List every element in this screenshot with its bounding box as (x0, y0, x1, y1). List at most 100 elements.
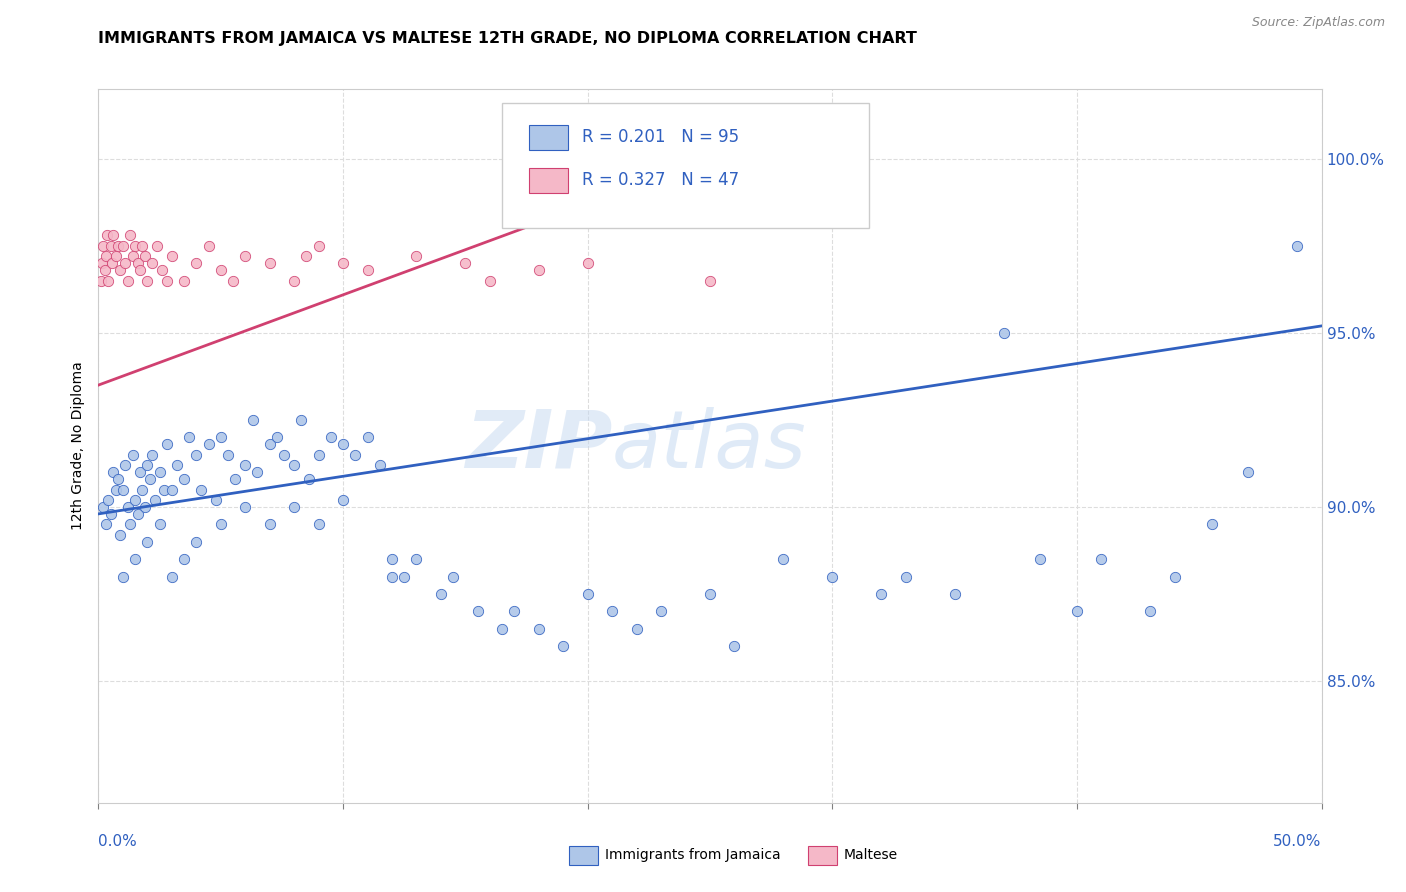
Point (242, 413, 264, 427)
Text: IMMIGRANTS FROM JAMAICA VS MALTESE 12TH GRADE, NO DIPLOMA CORRELATION CHART: IMMIGRANTS FROM JAMAICA VS MALTESE 12TH … (98, 31, 917, 46)
Point (259, 437, 281, 451)
Point (134, 500, 156, 514)
Point (503, 604, 526, 618)
Point (821, 569, 844, 583)
Point (723, 639, 745, 653)
Point (136, 274, 159, 288)
Point (120, 228, 142, 243)
Point (943, 587, 966, 601)
Point (527, 622, 550, 636)
Point (298, 472, 321, 486)
Point (107, 239, 129, 253)
Point (600, 604, 623, 618)
Point (136, 458, 159, 472)
Point (1201, 517, 1223, 532)
Point (90, 274, 112, 288)
Point (91, 256, 114, 270)
Point (110, 528, 132, 542)
Point (441, 569, 464, 583)
Point (186, 448, 208, 462)
Point (101, 465, 124, 479)
Point (224, 472, 246, 486)
Point (699, 274, 721, 288)
Point (233, 458, 256, 472)
Point (1286, 239, 1309, 253)
Point (356, 263, 378, 277)
Text: R = 0.327   N = 47: R = 0.327 N = 47 (582, 171, 738, 189)
Point (491, 622, 513, 636)
Point (190, 483, 212, 497)
Point (332, 256, 354, 270)
Point (308, 448, 330, 462)
Point (993, 326, 1015, 340)
Point (141, 256, 163, 270)
Point (97, 274, 120, 288)
Point (381, 552, 404, 566)
Point (233, 249, 256, 263)
Point (467, 604, 489, 618)
Point (150, 263, 173, 277)
Point (1139, 604, 1161, 618)
Point (553, 639, 575, 653)
Point (129, 263, 152, 277)
Point (246, 465, 269, 479)
Point (91, 239, 114, 253)
Text: R = 0.201   N = 95: R = 0.201 N = 95 (582, 128, 738, 146)
Point (131, 239, 153, 253)
Point (405, 552, 427, 566)
Point (209, 517, 232, 532)
Point (160, 483, 183, 497)
Point (650, 604, 672, 618)
Point (173, 274, 195, 288)
Point (381, 569, 404, 583)
Point (308, 517, 330, 532)
Point (870, 587, 893, 601)
Point (117, 500, 139, 514)
Point (356, 430, 378, 444)
Point (111, 239, 134, 253)
Point (527, 263, 550, 277)
Point (222, 274, 245, 288)
Point (217, 448, 239, 462)
Point (97, 492, 120, 507)
Point (111, 569, 134, 583)
Point (94, 517, 117, 532)
Point (91, 500, 114, 514)
Point (127, 507, 149, 521)
Y-axis label: 12th Grade, No Diploma: 12th Grade, No Diploma (72, 361, 86, 531)
Point (104, 249, 127, 263)
Point (454, 256, 477, 270)
Point (173, 552, 195, 566)
Point (111, 483, 134, 497)
Point (197, 437, 219, 451)
Point (368, 458, 391, 472)
Point (478, 274, 501, 288)
Point (344, 448, 367, 462)
Point (100, 239, 122, 253)
Point (283, 274, 305, 288)
Point (772, 552, 794, 566)
Point (283, 500, 305, 514)
Text: Maltese: Maltese (844, 848, 897, 863)
Point (104, 483, 127, 497)
Point (124, 239, 146, 253)
Point (273, 448, 295, 462)
Point (156, 274, 179, 288)
Point (100, 507, 122, 521)
Point (160, 569, 183, 583)
Text: 50.0%: 50.0% (1274, 834, 1322, 849)
Point (117, 274, 139, 288)
Point (114, 458, 136, 472)
Point (110, 263, 132, 277)
Point (1237, 465, 1260, 479)
Point (136, 534, 159, 549)
Point (93, 263, 115, 277)
Point (308, 239, 330, 253)
Point (94, 249, 117, 263)
Point (131, 483, 153, 497)
Text: Immigrants from Jamaica: Immigrants from Jamaica (605, 848, 780, 863)
Point (124, 492, 146, 507)
Point (283, 458, 305, 472)
Point (332, 437, 354, 451)
Point (266, 430, 288, 444)
